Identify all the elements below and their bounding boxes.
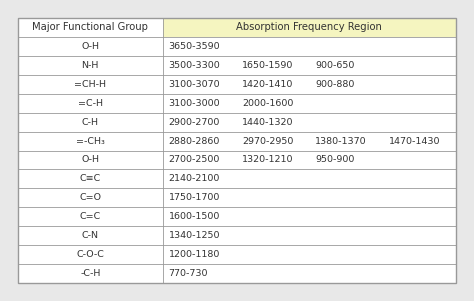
Text: 1380-1370: 1380-1370 <box>315 137 367 146</box>
Text: 2880-2860: 2880-2860 <box>169 137 220 146</box>
Text: 2970-2950: 2970-2950 <box>242 137 293 146</box>
Text: Absorption Frequency Region: Absorption Frequency Region <box>237 23 382 33</box>
Text: =CH-H: =CH-H <box>74 80 106 89</box>
Text: =C-H: =C-H <box>78 99 103 108</box>
Text: N-H: N-H <box>82 61 99 70</box>
Text: C-O-C: C-O-C <box>76 250 104 259</box>
Text: C-H: C-H <box>82 118 99 127</box>
Text: O-H: O-H <box>81 155 99 164</box>
Text: 1320-1210: 1320-1210 <box>242 155 293 164</box>
Text: 1470-1430: 1470-1430 <box>389 137 440 146</box>
Text: -C-H: -C-H <box>80 269 100 278</box>
Text: 3100-3070: 3100-3070 <box>169 80 220 89</box>
Text: 2700-2500: 2700-2500 <box>169 155 220 164</box>
Text: C-N: C-N <box>82 231 99 240</box>
Text: C=C: C=C <box>80 212 101 221</box>
Text: 3100-3000: 3100-3000 <box>169 99 220 108</box>
Text: 900-880: 900-880 <box>315 80 355 89</box>
Text: 1600-1500: 1600-1500 <box>169 212 220 221</box>
Text: 1440-1320: 1440-1320 <box>242 118 293 127</box>
Text: 1340-1250: 1340-1250 <box>169 231 220 240</box>
Text: Major Functional Group: Major Functional Group <box>32 23 148 33</box>
Text: =-CH₃: =-CH₃ <box>76 137 105 146</box>
Text: 2000-1600: 2000-1600 <box>242 99 293 108</box>
Text: 950-900: 950-900 <box>315 155 355 164</box>
Text: 2140-2100: 2140-2100 <box>169 174 220 183</box>
Bar <box>18 18 456 283</box>
Text: 3500-3300: 3500-3300 <box>169 61 220 70</box>
Text: C=O: C=O <box>79 193 101 202</box>
Text: O-H: O-H <box>81 42 99 51</box>
Bar <box>163 18 456 37</box>
Text: C≡C: C≡C <box>80 174 101 183</box>
Text: 900-650: 900-650 <box>315 61 355 70</box>
Text: 1420-1410: 1420-1410 <box>242 80 293 89</box>
Text: 1650-1590: 1650-1590 <box>242 61 293 70</box>
Text: 2900-2700: 2900-2700 <box>169 118 220 127</box>
Text: 3650-3590: 3650-3590 <box>169 42 220 51</box>
Bar <box>18 18 163 37</box>
Text: 1200-1180: 1200-1180 <box>169 250 220 259</box>
Text: 1750-1700: 1750-1700 <box>169 193 220 202</box>
Text: 770-730: 770-730 <box>169 269 208 278</box>
Bar <box>18 18 456 283</box>
